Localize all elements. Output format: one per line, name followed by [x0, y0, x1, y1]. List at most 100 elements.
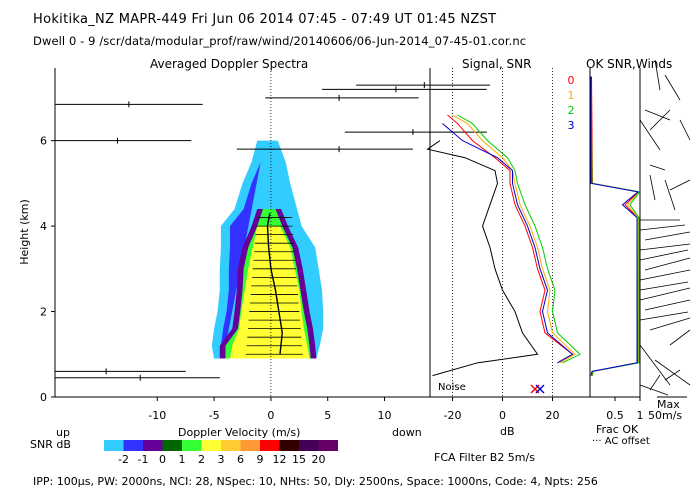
snr-x-tick-label: 0 — [499, 409, 506, 422]
colorbar-label: 20 — [312, 453, 326, 466]
noise-label: Noise — [438, 382, 466, 393]
snr-db-label: SNR dB — [30, 438, 71, 451]
colorbar-swatch — [201, 440, 221, 451]
wind-arrow — [664, 74, 681, 101]
colorbar-swatch — [279, 440, 299, 451]
wind-arrows — [639, 59, 691, 396]
down-label: down — [392, 426, 422, 439]
wind-arrow — [644, 231, 691, 241]
wind-arrow — [639, 224, 686, 231]
wind-arrow — [644, 299, 691, 311]
wind-arrow — [639, 119, 661, 151]
wind-arrow — [639, 269, 691, 281]
snr-legend-entry: 2 — [568, 104, 575, 117]
snr-series-line — [447, 114, 574, 364]
colorbar-swatch — [299, 440, 319, 451]
ok-panel-title: OK SNR,Winds — [586, 57, 673, 71]
wind-arrow — [649, 109, 671, 131]
colorbar-swatch — [104, 440, 124, 451]
y-tick-label: 2 — [40, 306, 47, 319]
snr-series-line — [442, 123, 574, 364]
snr-legend-entry: 0 — [568, 74, 575, 87]
wind-arrow — [654, 359, 691, 386]
ok-series-line — [590, 76, 641, 376]
wind-arrow — [639, 344, 671, 386]
x-tick-label: 10 — [378, 409, 392, 422]
db-axis-label: dB — [500, 425, 515, 438]
colorbar-label: 3 — [218, 453, 225, 466]
ok-series-line — [591, 76, 640, 376]
ok-series-line — [590, 76, 640, 376]
noise-marker — [535, 384, 545, 394]
colorbar-swatch — [318, 440, 338, 451]
snr-legend-entry: 3 — [568, 119, 575, 132]
wind-arrow — [639, 281, 689, 291]
colorbar-swatch — [221, 440, 241, 451]
colorbar-label: 15 — [292, 453, 306, 466]
wind-arrow — [644, 257, 691, 271]
spectra-band-3 — [230, 226, 310, 359]
colorbar-label: -1 — [138, 453, 149, 466]
colorbar-label: 12 — [273, 453, 287, 466]
wind-arrow — [639, 384, 669, 396]
colorbar-swatch — [260, 440, 280, 451]
colorbar-label: 6 — [237, 453, 244, 466]
wind-arrow — [649, 174, 656, 201]
spectra-panel-title: Averaged Doppler Spectra — [150, 57, 309, 71]
y-tick-label: 4 — [40, 220, 47, 233]
x-tick-label: 0 — [267, 409, 274, 422]
wind-arrow — [639, 249, 689, 261]
colorbar-label: -2 — [118, 453, 129, 466]
wind-arrow — [679, 119, 691, 141]
wind-arrow — [669, 179, 691, 191]
ac-offset-label: ··· AC offset — [592, 436, 650, 447]
colorbar-swatch — [162, 440, 182, 451]
ok-x-tick-label: 0.5 — [606, 409, 624, 422]
colorbar-label: 2 — [198, 453, 205, 466]
x-tick-label: -10 — [148, 409, 166, 422]
wind-arrow — [664, 369, 681, 381]
colorbar-swatch — [143, 440, 163, 451]
x-tick-label: 5 — [324, 409, 331, 422]
snr-x-tick-label: -20 — [444, 409, 462, 422]
up-label: up — [56, 426, 70, 439]
wind-arrow — [649, 164, 666, 171]
chart-title: Hokitika_NZ MAPR-449 Fri Jun 06 2014 07:… — [33, 12, 497, 27]
footer-params: IPP: 100µs, PW: 2000ns, NCI: 28, NSpec: … — [33, 475, 598, 488]
snr-series-line — [452, 114, 576, 364]
x-tick-label: -5 — [209, 409, 220, 422]
snr-panel-title: Signal, SNR — [462, 57, 532, 71]
wind-arrow — [654, 59, 661, 91]
snr-series-line — [457, 114, 581, 364]
wind-arrow — [649, 374, 661, 391]
wind-arrow — [669, 329, 691, 346]
y-axis-label: Height (km) — [18, 199, 31, 265]
snr-series-line — [426, 140, 539, 377]
wind-arrow — [644, 109, 671, 121]
y-tick-label: 6 — [40, 135, 47, 148]
frac-ok-label: Frac OK — [596, 423, 639, 436]
wind-arrow — [639, 243, 691, 251]
ok-series-line — [590, 76, 640, 376]
ok-x-tick-label: 1 — [637, 409, 644, 422]
x-axis-label: Doppler Velocity (m/s) — [178, 426, 301, 439]
wind-arrow — [639, 287, 691, 301]
fca-filter-label: FCA Filter B2 5m/s — [434, 451, 535, 464]
mean-velocity-line — [266, 213, 283, 355]
wind-arrow — [639, 311, 689, 321]
colorbar-swatch — [240, 440, 260, 451]
colorbar-swatch — [123, 440, 143, 451]
snr-legend-entry: 1 — [568, 89, 575, 102]
colorbar-label: 1 — [179, 453, 186, 466]
colorbar-label: 9 — [257, 453, 264, 466]
y-tick-label: 0 — [40, 391, 47, 404]
data-file-path: Dwell 0 - 9 /scr/data/modular_prof/raw/w… — [33, 34, 527, 48]
wind-arrow — [649, 317, 691, 331]
colorbar-swatch — [182, 440, 202, 451]
max-label: Max — [657, 398, 680, 411]
colorbar-label: 0 — [159, 453, 166, 466]
max-value-label: 50m/s — [648, 409, 683, 422]
snr-x-tick-label: 20 — [546, 409, 560, 422]
wind-arrow — [664, 179, 676, 211]
